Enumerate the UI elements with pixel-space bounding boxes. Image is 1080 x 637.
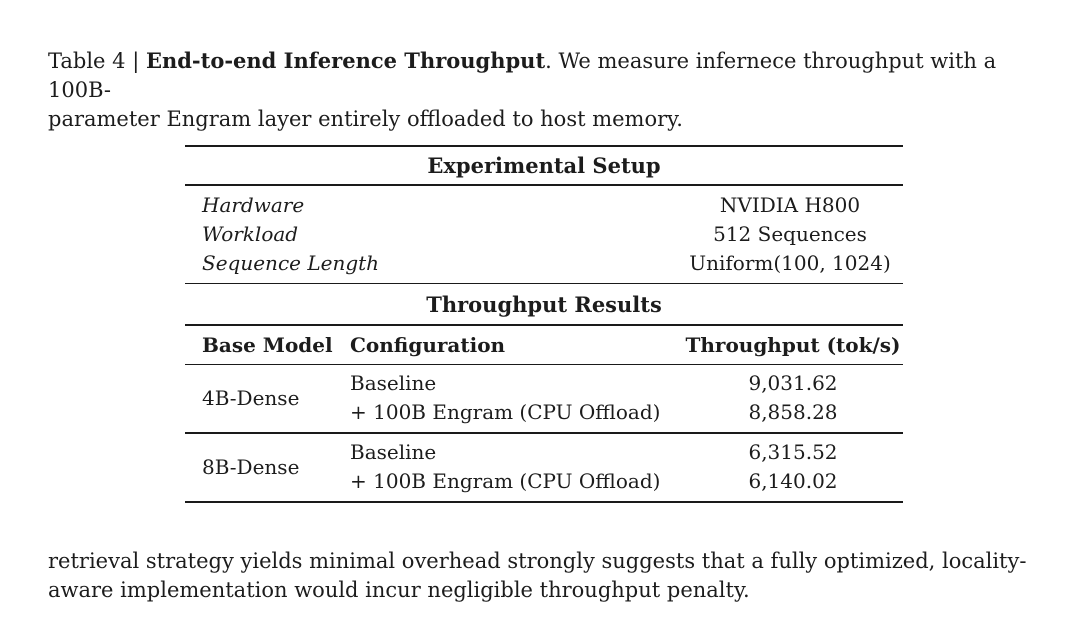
throughput-values-4b-dense: 9,031.62 8,858.28 — [683, 369, 903, 427]
table-caption: Table 4 | End-to-end Inference Throughpu… — [48, 46, 1043, 134]
throughput-4b-baseline: 9,031.62 — [748, 371, 838, 395]
caption-line-2: parameter Engram layer entirely offloade… — [48, 107, 683, 131]
body-paragraph: retrieval strategy yields minimal overhe… — [48, 547, 1043, 605]
setup-label-hardware: Hardware — [202, 192, 305, 217]
setup-row-workload: Workload 512 Sequences — [185, 220, 903, 249]
body-paragraph-line-2: aware implementation would incur negligi… — [48, 578, 750, 602]
throughput-values-8b-dense: 6,315.52 6,140.02 — [683, 438, 903, 496]
throughput-8b-baseline: 6,315.52 — [748, 439, 838, 464]
setup-row-sequence-length: Sequence Length Uniform(100, 1024) — [185, 249, 903, 278]
configurations-4b-dense: Baseline + 100B Engram (CPU Offload) — [350, 369, 683, 427]
throughput-4b-engram-offload: 8,858.28 — [748, 400, 838, 424]
config-8b-engram-offload: + 100B Engram (CPU Offload) — [350, 468, 661, 493]
caption-prefix: Table 4 | — [48, 49, 146, 73]
table-rule-after-column-headers — [185, 363, 903, 365]
setup-rows: Hardware NVIDIA H800 Workload 512 Sequen… — [185, 186, 903, 283]
column-header-configuration: Configuration — [350, 332, 506, 357]
base-model-4b-dense: 4B-Dense — [202, 386, 300, 410]
table-row-8b-dense: 8B-Dense Baseline + 100B Engram (CPU Off… — [185, 434, 903, 501]
throughput-table: Experimental Setup Hardware NVIDIA H800 … — [185, 145, 903, 503]
setup-value-workload: 512 Sequences — [713, 221, 867, 246]
configurations-8b-dense: Baseline + 100B Engram (CPU Offload) — [350, 438, 683, 496]
setup-row-hardware: Hardware NVIDIA H800 — [185, 191, 903, 220]
table-rule-between-groups — [185, 432, 903, 434]
base-model-8b-dense: 8B-Dense — [202, 454, 300, 479]
table-rule-after-results-header — [185, 324, 903, 326]
throughput-8b-engram-offload: 6,140.02 — [748, 468, 838, 493]
caption-rest: . We measure infernece throughput with a… — [48, 49, 997, 102]
setup-label-sequence-length: Sequence Length — [202, 250, 380, 275]
results-section-header: Throughput Results — [426, 291, 662, 317]
body-paragraph-line-1: retrieval strategy yields minimal overhe… — [48, 549, 1027, 573]
table-row-4b-dense: 4B-Dense Baseline + 100B Engram (CPU Off… — [185, 365, 903, 432]
caption-line-1: Table 4 | End-to-end Inference Throughpu… — [48, 46, 1043, 105]
results-column-headers: Base Model Configuration Throughput (tok… — [185, 326, 903, 364]
table-rule-top — [185, 145, 903, 147]
config-4b-engram-offload: + 100B Engram (CPU Offload) — [350, 400, 661, 424]
column-header-throughput: Throughput (tok/s) — [685, 332, 901, 357]
table-rule-after-setup-header — [185, 184, 903, 186]
config-8b-baseline: Baseline — [350, 439, 437, 464]
table-rule-bottom — [185, 500, 903, 503]
setup-label-workload: Workload — [202, 221, 299, 246]
setup-value-sequence-length: Uniform(100, 1024) — [689, 250, 891, 275]
setup-value-hardware: NVIDIA H800 — [719, 192, 861, 217]
column-header-base-model: Base Model — [202, 332, 333, 357]
config-4b-baseline: Baseline — [350, 371, 437, 395]
setup-section-header: Experimental Setup — [427, 153, 661, 178]
caption-title: End-to-end Inference Throughput — [145, 48, 546, 73]
table-rule-before-results-header — [185, 282, 903, 284]
